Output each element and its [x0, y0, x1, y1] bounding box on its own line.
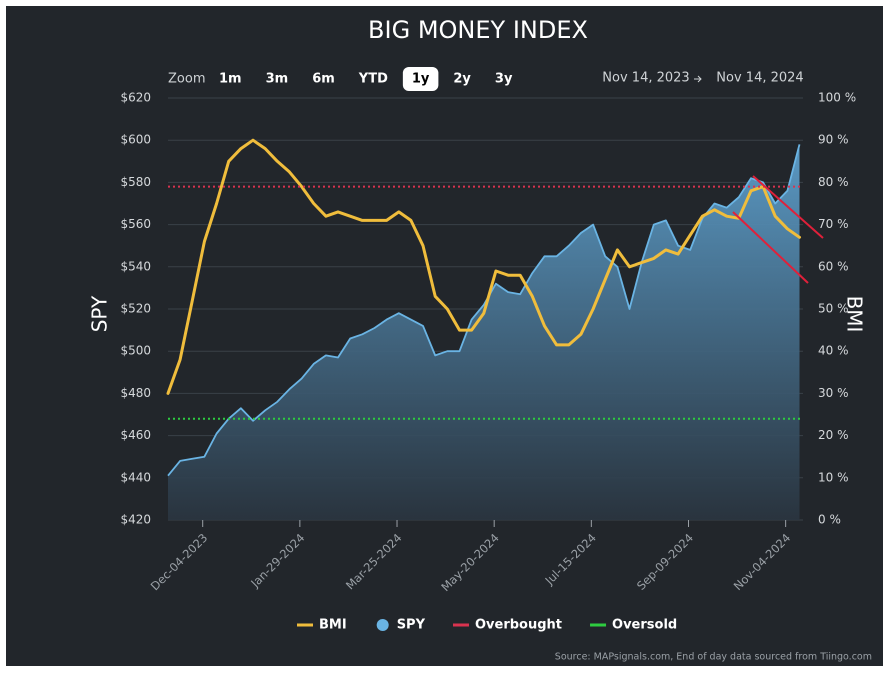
trend-annotation	[732, 211, 809, 284]
y-tick-label: $540	[120, 259, 151, 273]
y2-tick-label: 0 %	[818, 513, 841, 527]
y-tick-label: $520	[120, 302, 151, 316]
y2-tick-label: 10 %	[818, 470, 849, 484]
y2-tick-label: 90 %	[818, 133, 849, 147]
y-tick-label: $420	[120, 513, 151, 527]
zoom-button[interactable]: 1y	[412, 72, 430, 87]
zoom-button[interactable]: 3y	[495, 72, 513, 87]
y-tick-label: $440	[120, 470, 151, 484]
y-tick-label: $480	[120, 386, 151, 400]
zoom-label: Zoom	[168, 72, 205, 87]
y2-axis-title: BMI	[843, 296, 867, 333]
trend-annotation	[752, 175, 824, 239]
y-axis-title: SPY	[88, 295, 112, 332]
y2-tick-label: 70 %	[818, 217, 849, 231]
legend-label[interactable]: Overbought	[475, 618, 562, 633]
y-tick-label: $620	[120, 91, 151, 105]
zoom-button[interactable]: 2y	[453, 72, 471, 87]
legend-label[interactable]: BMI	[319, 618, 347, 633]
legend-label[interactable]: Oversold	[612, 618, 677, 633]
spy-line	[167, 144, 801, 477]
y-tick-label: $500	[120, 344, 151, 358]
zoom-active-bg	[402, 67, 439, 91]
zoom-button[interactable]: YTD	[358, 72, 388, 87]
y-tick-label: $600	[120, 133, 151, 147]
y2-tick-label: 50 %	[818, 302, 849, 316]
legend: BMI SPY Overbought Oversold	[297, 618, 677, 633]
y2-tick-label: 30 %	[818, 386, 849, 400]
y-tick-label: $580	[120, 175, 151, 189]
zoom-button[interactable]: 1m	[219, 72, 242, 87]
legend-label[interactable]: SPY	[397, 618, 426, 633]
chart-title: BIG MONEY INDEX	[368, 16, 588, 44]
y2-tick-label: 20 %	[818, 428, 849, 442]
y-tick-label: $460	[120, 428, 151, 442]
spy-area	[168, 144, 800, 520]
y2-tick-label: 40 %	[818, 344, 849, 358]
date-from[interactable]: Nov 14, 2023	[602, 71, 689, 86]
zoom-button[interactable]: 6m	[312, 72, 335, 87]
bmi-line	[166, 138, 801, 395]
y2-tick-label: 80 %	[818, 175, 849, 189]
date-to[interactable]: Nov 14, 2024	[716, 71, 803, 86]
zoom-buttons: 1m 3m 6m YTD 1y 2y 3y	[219, 67, 513, 91]
y-tick-label: $560	[120, 217, 151, 231]
y2-tick-label: 60 %	[818, 259, 849, 273]
arrow-icon	[694, 75, 702, 83]
y2-tick-label: 100 %	[818, 91, 856, 105]
source-note: Source: MAPsignals.com, End of day data …	[555, 652, 872, 663]
zoom-button[interactable]: 3m	[266, 72, 289, 87]
legend-icon	[376, 619, 389, 631]
